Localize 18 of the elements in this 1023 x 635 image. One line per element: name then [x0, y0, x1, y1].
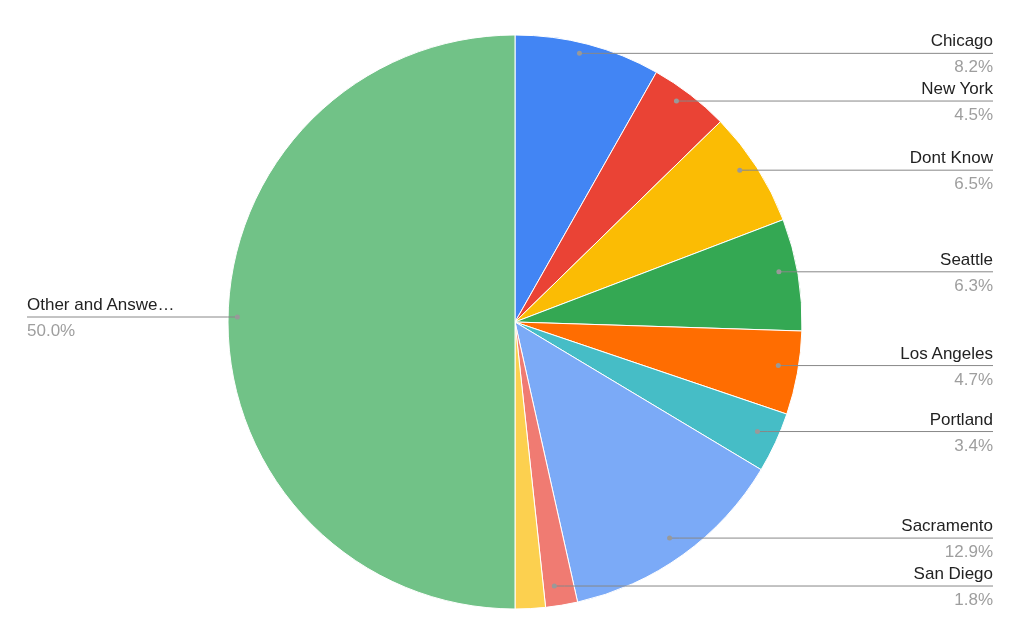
data-label: 6.3% [954, 275, 993, 295]
slice-label: San Diego [913, 564, 993, 584]
slice-label: Chicago [930, 31, 993, 51]
data-label: 50.0% [27, 321, 76, 340]
slice-label: Sacramento [901, 516, 993, 536]
data-label: 1.8% [954, 590, 993, 610]
data-label: 6.5% [954, 174, 993, 194]
data-label: 3.4% [954, 435, 993, 455]
data-label: 4.5% [954, 105, 993, 125]
data-label: 4.7% [954, 369, 993, 389]
slice-label: Dont Know [909, 148, 994, 168]
slice-label: Portland [929, 409, 993, 429]
slice-label: Seattle [940, 249, 993, 269]
slice-label: Other and Answe… [27, 295, 175, 314]
slice-label: New York [921, 79, 994, 99]
slice-label: Los Angeles [900, 343, 993, 363]
data-label: 12.9% [944, 542, 993, 562]
data-label: 8.2% [954, 57, 993, 77]
